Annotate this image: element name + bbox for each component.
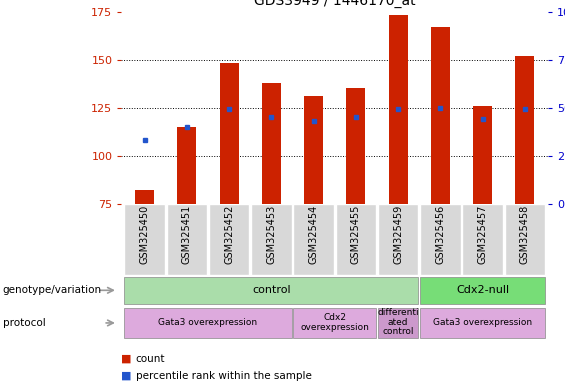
Bar [293,204,334,275]
Text: Gata3 overexpression: Gata3 overexpression [433,318,532,327]
Bar [420,204,460,275]
Bar [389,15,407,204]
Text: GSM325458: GSM325458 [520,205,530,264]
Text: Cdx2-null: Cdx2-null [456,285,509,295]
Bar [473,106,492,204]
Text: GSM325459: GSM325459 [393,205,403,264]
Text: genotype/variation: genotype/variation [3,285,102,295]
Text: percentile rank within the sample: percentile rank within the sample [136,371,311,381]
Title: GDS3949 / 1446170_at: GDS3949 / 1446170_at [254,0,416,8]
Bar [124,204,165,275]
Bar [462,204,503,275]
Bar [336,204,376,275]
Bar [378,204,419,275]
Text: GSM325452: GSM325452 [224,205,234,264]
Text: GSM325457: GSM325457 [477,205,488,264]
Text: GSM325451: GSM325451 [182,205,192,264]
Bar [220,63,238,204]
Text: Cdx2
overexpression: Cdx2 overexpression [301,313,369,332]
Text: ■: ■ [121,371,132,381]
Text: GSM325454: GSM325454 [308,205,319,264]
Bar [124,308,292,338]
Text: GSM325453: GSM325453 [267,205,276,264]
Bar [515,56,534,204]
Text: control: control [252,285,291,295]
Text: GSM325450: GSM325450 [140,205,150,264]
Bar [209,204,249,275]
Text: protocol: protocol [3,318,46,328]
Text: Gata3 overexpression: Gata3 overexpression [159,318,258,327]
Bar [177,127,197,204]
Bar [135,190,154,204]
Bar [420,277,545,304]
Bar [420,308,545,338]
Text: differenti
ated
control: differenti ated control [377,308,419,336]
Text: count: count [136,354,165,364]
Bar [378,308,419,338]
Text: GSM325455: GSM325455 [351,205,361,264]
Bar [431,27,450,204]
Bar [346,88,366,204]
Text: ■: ■ [121,354,132,364]
Bar [167,204,207,275]
Bar [304,96,323,204]
Bar [293,308,376,338]
Bar [262,83,281,204]
Bar [505,204,545,275]
Text: GSM325456: GSM325456 [436,205,445,264]
Bar [251,204,292,275]
Bar [124,277,419,304]
